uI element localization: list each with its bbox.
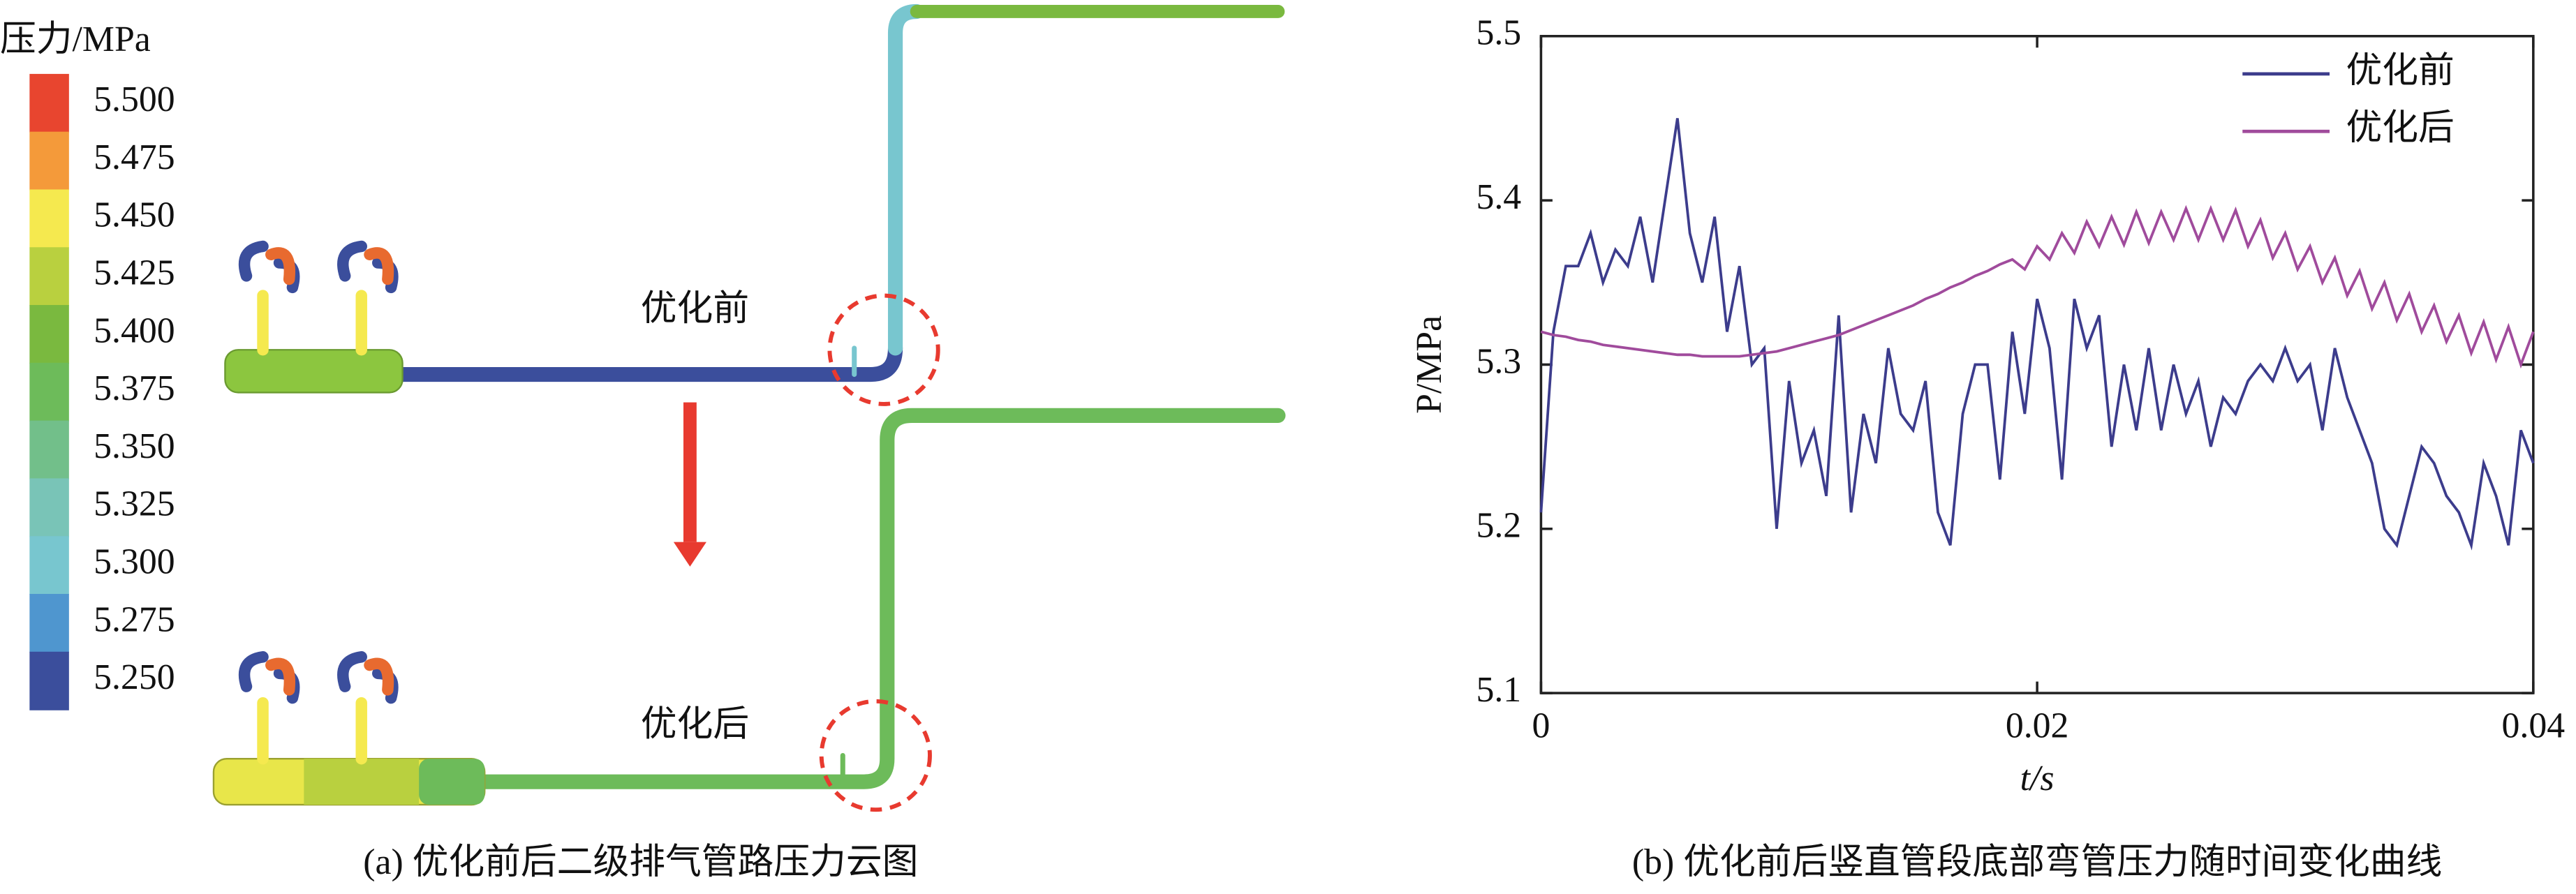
colorbar-segment [29, 420, 69, 479]
x-axis-label: t/s [2020, 759, 2055, 798]
label-before: 优化前 [641, 289, 749, 329]
caption-b: (b) 优化前后竖直管段底部弯管压力随时间变化曲线 [1632, 842, 2442, 882]
colorbar-tick-label: 5.250 [94, 657, 175, 697]
y-tick-label: 5.5 [1476, 13, 1521, 53]
caption-a: (a) 优化前后二级排气管路压力云图 [363, 842, 918, 882]
y-tick-label: 5.2 [1476, 506, 1521, 546]
y-tick-label: 5.1 [1476, 670, 1521, 710]
colorbar-tick-label: 5.500 [94, 80, 175, 119]
colorbar-tick-label: 5.425 [94, 253, 175, 293]
pipe-after [212, 408, 1286, 806]
colorbar-title: 压力/MPa [0, 20, 151, 59]
colorbar-tick-label: 5.325 [94, 484, 175, 524]
line-series [1540, 204, 2535, 369]
colorbar-segment [29, 536, 69, 595]
y-tick-label: 5.3 [1476, 341, 1521, 381]
x-tick-label: 0.04 [2502, 706, 2566, 746]
x-tick-label: 0 [1532, 706, 1550, 746]
colorbar-tick-label: 5.300 [94, 542, 175, 582]
y-axis-label: P/MPa [1409, 315, 1449, 414]
colorbar-segment [29, 594, 69, 653]
legend-label: 优化前 [2346, 51, 2455, 91]
colorbar-tick-label: 5.350 [94, 426, 175, 466]
colorbar-tick-label: 5.475 [94, 137, 175, 177]
x-tick-label: 0.02 [2006, 706, 2069, 746]
legend-label: 优化后 [2346, 108, 2455, 148]
colorbar-segment [29, 247, 69, 306]
valves [238, 240, 399, 704]
pipe-before [224, 3, 1285, 394]
colorbar-tick-label: 5.375 [94, 368, 175, 408]
colorbar-tick-label: 5.275 [94, 599, 175, 639]
y-tick-label: 5.4 [1476, 177, 1521, 217]
colorbar-segment [29, 651, 69, 710]
label-after: 优化后 [641, 704, 749, 744]
colorbar-segment [29, 305, 69, 364]
colorbar-segment [29, 131, 69, 191]
colorbar-segment [29, 362, 69, 422]
colorbar-segment [29, 73, 69, 133]
colorbar-segment [29, 189, 69, 248]
colorbar-segment [29, 478, 69, 537]
arrow [673, 402, 706, 567]
highlight-circle [827, 293, 940, 406]
colorbar-tick-label: 5.450 [94, 195, 175, 235]
colorbar-tick-label: 5.400 [94, 311, 175, 350]
highlight-circle [819, 699, 932, 812]
line-series [1539, 118, 2535, 551]
